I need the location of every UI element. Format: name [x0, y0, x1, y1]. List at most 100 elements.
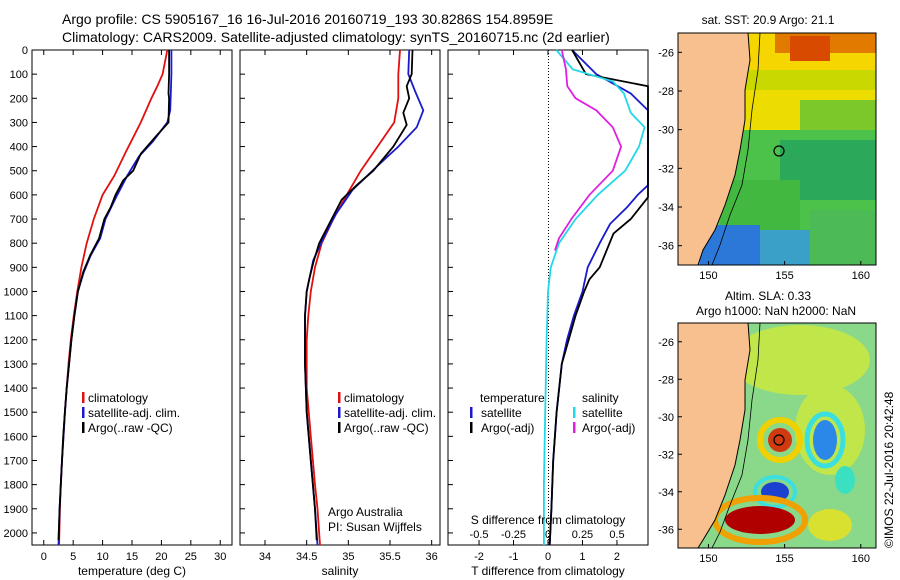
- salinity-frame: [239, 49, 441, 546]
- series-line-climatology: [305, 49, 401, 546]
- y-tick-label: 400: [10, 142, 28, 154]
- x-tick-label: 1: [579, 551, 585, 563]
- sla-map-subtitle: Argo h1000: NaN h2000: NaN: [696, 304, 856, 318]
- x-tick-label: 5: [70, 551, 76, 563]
- temperature-series: [57, 49, 173, 546]
- y-tick-label: 300: [10, 117, 28, 129]
- x-tick-label: 25: [185, 551, 197, 563]
- x-tick-label: -1: [509, 551, 519, 563]
- sst-map-panel: sat. SST: 20.9 Argo: 21.1 150 155 160 -26 -2…: [658, 13, 877, 282]
- x-tick-label-top: 0: [545, 529, 551, 541]
- x-tick-label: 15: [126, 551, 138, 563]
- y-tick-label: 1200: [4, 335, 28, 347]
- salinity-panel: 34 34.5 35 35.5 36 climatology satellite-adj…: [239, 49, 441, 578]
- y-tick-label: 1300: [4, 359, 28, 371]
- x-tick-label: 150: [699, 270, 717, 282]
- y-tick-label: 100: [10, 69, 28, 81]
- y-tick-label: 900: [10, 262, 28, 274]
- salinity-xlabel: salinity: [322, 564, 359, 578]
- legend-swatch-t-argo: [470, 422, 473, 433]
- difference-xlabel: T difference from climatology: [471, 564, 625, 578]
- y-tick-label: -26: [658, 47, 674, 59]
- salinity-series: [304, 49, 425, 546]
- legend-label-s-satellite: satellite: [582, 406, 623, 420]
- annotation-pi: PI: Susan Wijffels: [328, 520, 422, 534]
- x-tick-label-top: 0.25: [572, 529, 593, 541]
- x-tick-label: 155: [775, 270, 793, 282]
- legend-label-s-argo: Argo(-adj): [582, 421, 635, 435]
- difference-axes: -2 -1 0 1 2 -0.5 -0.25 0 0.25 0.5: [448, 49, 625, 563]
- y-tick-label: 1800: [4, 480, 28, 492]
- x-tick-label: 20: [155, 551, 167, 563]
- x-tick-label: 150: [699, 553, 717, 565]
- x-tick-label: -2: [474, 551, 484, 563]
- x-tick-label-top: 0.5: [609, 529, 624, 541]
- credit-text: ©IMOS 22-Jul-2016 20:42:48: [882, 391, 896, 548]
- series-line-s-satellite: [543, 49, 646, 545]
- argo-position-marker: [773, 145, 785, 157]
- sst-map-frame: [677, 32, 877, 266]
- sla-map-axes: 150 155 160 -26 -28 -30 -32 -34 -36: [658, 337, 870, 565]
- temperature-xlabel: temperature (deg C): [78, 564, 186, 578]
- x-tick-label: 34.5: [296, 551, 317, 563]
- x-tick-label: 35.5: [379, 551, 400, 563]
- y-tick-label: -28: [658, 86, 674, 98]
- header-line2: Climatology: CARS2009. Satellite-adjuste…: [62, 29, 610, 45]
- y-tick-label: 1400: [4, 383, 28, 395]
- legend-label-satellite: satellite-adj. clim.: [88, 406, 180, 420]
- legend-label-satellite: satellite-adj. clim.: [344, 406, 436, 420]
- series-line-argo-raw-qc-: [304, 49, 414, 541]
- argo-position-marker: [773, 434, 785, 446]
- legend-swatch-satellite: [338, 407, 341, 418]
- x-tick-label-top: -0.5: [470, 529, 489, 541]
- y-tick-label: 0: [22, 45, 28, 57]
- x-tick-label: 34: [259, 551, 271, 563]
- x-tick-label: 160: [852, 270, 870, 282]
- header-line1: Argo profile: CS 5905167_16 16-Jul-2016 …: [62, 11, 553, 27]
- y-tick-label: 600: [10, 190, 28, 202]
- legend-swatch-t-satellite: [470, 407, 473, 418]
- x-tick-label-top: -0.25: [501, 529, 526, 541]
- y-tick-label: -36: [658, 524, 674, 536]
- sla-map-title: Altim. SLA: 0.33: [725, 289, 811, 303]
- y-tick-label: 1500: [4, 407, 28, 419]
- y-tick-label: 500: [10, 166, 28, 178]
- y-tick-label: 800: [10, 238, 28, 250]
- y-tick-label: 2000: [4, 528, 28, 540]
- legend-swatch-climatology: [82, 392, 85, 403]
- y-tick-label: -30: [658, 125, 674, 137]
- sla-map-image: [678, 323, 876, 548]
- temperature-axes: 0 5 10 15 20 25 300100200300400500600700800900…: [4, 45, 227, 563]
- y-tick-label: 200: [10, 93, 28, 105]
- legend-swatch-argo: [82, 422, 85, 433]
- legend-title-salinity: salinity: [582, 391, 619, 405]
- difference-panel: -2 -1 0 1 2 -0.5 -0.25 0 0.25 0.5 temperature sat…: [447, 49, 649, 578]
- legend-label-t-argo: Argo(-adj): [481, 421, 534, 435]
- salinity-legend: climatology satellite-adj. clim. Argo(..…: [338, 391, 436, 435]
- y-tick-label: -28: [658, 374, 674, 386]
- sla-map-panel: Altim. SLA: 0.33 Argo h1000: NaN h2000: …: [658, 289, 877, 565]
- legend-swatch-climatology: [338, 392, 341, 403]
- x-tick-label: 10: [96, 551, 108, 563]
- x-tick-label: 30: [214, 551, 226, 563]
- difference-xlabel-top: S difference from climatology: [471, 513, 626, 527]
- legend-swatch-satellite: [82, 407, 85, 418]
- y-tick-label: -26: [658, 337, 674, 349]
- sst-map-axes: 150 155 160 -26 -28 -30 -32 -34 -36: [658, 47, 870, 282]
- x-tick-label: 0: [545, 551, 551, 563]
- x-tick-label: 36: [426, 551, 438, 563]
- sst-map-image: [678, 33, 876, 265]
- series-line-s-argo-adj-: [554, 49, 623, 251]
- series-line-argo-raw-qc-: [57, 50, 171, 541]
- legend-title-temperature: temperature: [480, 391, 545, 405]
- y-tick-label: -32: [658, 163, 674, 175]
- difference-series: [543, 49, 649, 546]
- y-tick-label: 700: [10, 214, 28, 226]
- sst-map-title: sat. SST: 20.9 Argo: 21.1: [702, 13, 835, 27]
- legend-swatch-argo: [338, 422, 341, 433]
- x-tick-label: 0: [41, 551, 47, 563]
- y-tick-label: 1700: [4, 455, 28, 467]
- legend-label-climatology: climatology: [344, 391, 404, 405]
- salinity-axes: 34 34.5 35 35.5 36: [240, 49, 438, 563]
